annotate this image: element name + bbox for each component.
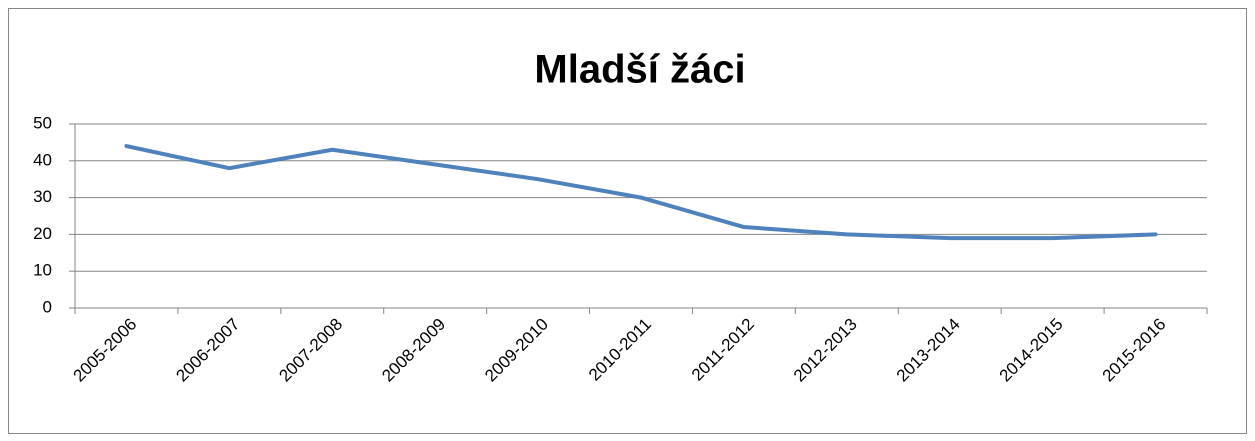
line-series: [124, 144, 1158, 241]
y-tick-label: 30: [33, 187, 52, 206]
y-tick-label: 50: [33, 113, 52, 132]
y-tick-label: 0: [43, 297, 52, 316]
chart-border: [8, 8, 1247, 434]
y-tick-label: 20: [33, 224, 52, 243]
y-tick-label: 10: [33, 261, 52, 280]
chart-title: Mladší žáci: [534, 48, 745, 92]
y-tick-label: 40: [33, 150, 52, 169]
